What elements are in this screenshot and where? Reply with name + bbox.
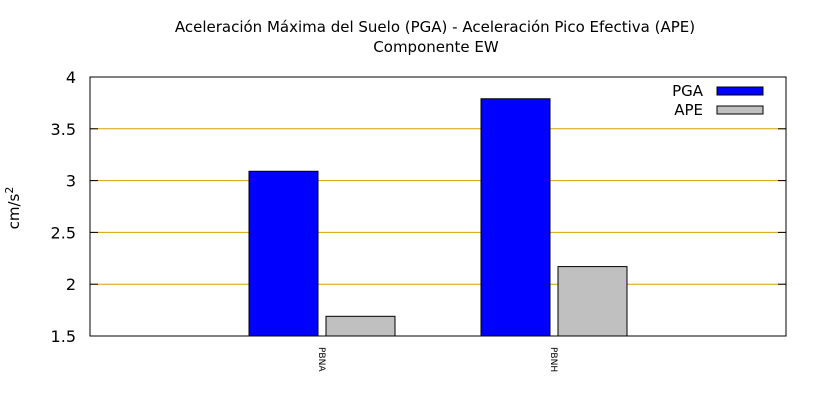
y-tick-label: 1.5	[51, 327, 76, 346]
y-tick-label: 2	[66, 275, 76, 294]
bar-pga-pbnh	[480, 98, 551, 337]
chart-title: Aceleración Máxima del Suelo (PGA) - Ace…	[175, 18, 695, 36]
y-axis-label-unit: cm/s	[5, 193, 23, 229]
x-axis: PBNA PBNH	[316, 347, 558, 372]
bar-ape-pbnh	[557, 266, 628, 337]
legend-swatch	[716, 86, 764, 96]
grid	[90, 128, 786, 285]
bar-pga-pbna	[248, 170, 319, 337]
legend-swatch	[716, 105, 764, 115]
legend-label: APE	[674, 101, 703, 119]
y-axis-label: cm/s2	[3, 187, 23, 230]
y-tick-label: 2.5	[51, 223, 76, 242]
bars	[248, 98, 628, 337]
x-tick-label: PBNH	[548, 347, 558, 372]
x-tick-label: PBNA	[316, 347, 326, 372]
y-axis-label-exponent: 2	[3, 187, 16, 194]
bar-ape-pbna	[325, 315, 396, 337]
y-tick-label: 3	[66, 172, 76, 191]
chart-subtitle: Componente EW	[373, 38, 499, 56]
y-axis: 1.5 2 2.5 3 3.5 4	[51, 68, 786, 346]
y-tick-label: 3.5	[51, 120, 76, 139]
plot-frame	[89, 76, 787, 337]
y-tick-label: 4	[66, 68, 76, 87]
legend-label: PGA	[672, 82, 704, 100]
